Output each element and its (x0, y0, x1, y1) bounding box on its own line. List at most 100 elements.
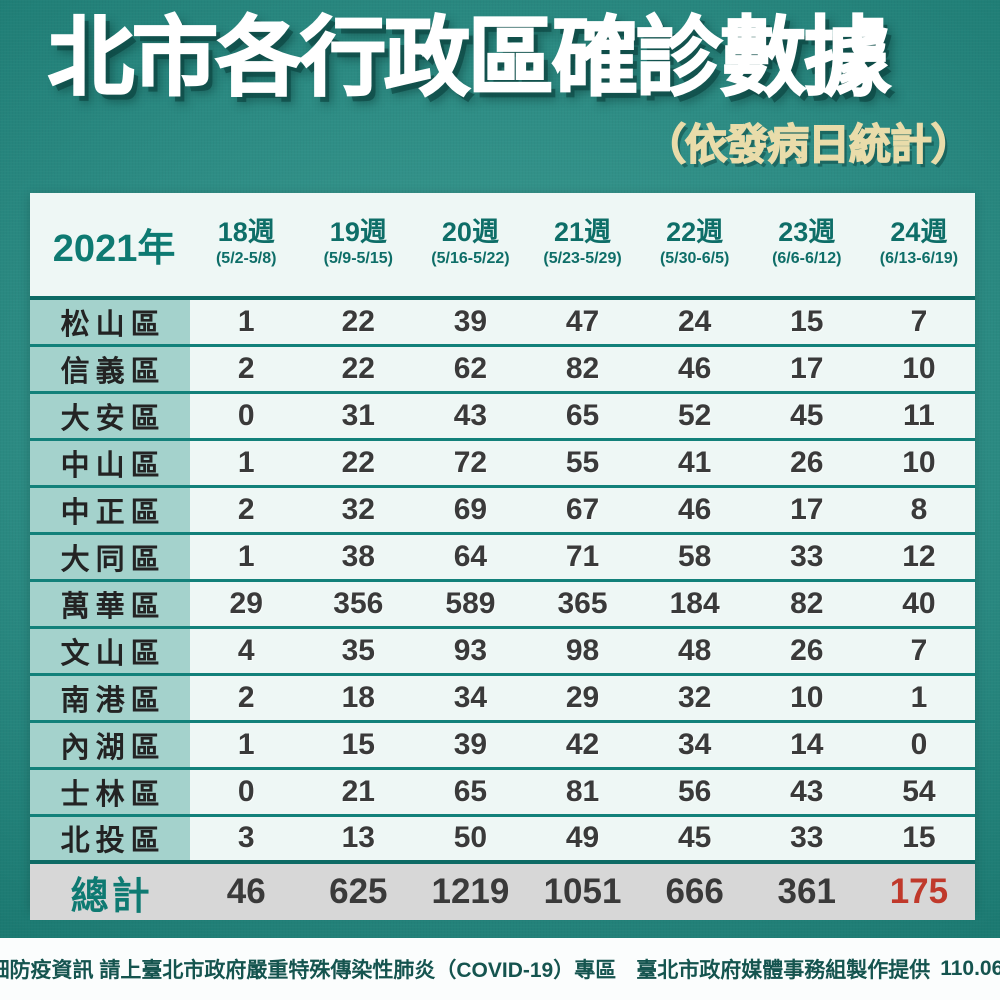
case-count-cell: 82 (750, 578, 863, 627)
case-count-cell: 2 (190, 343, 303, 392)
footer-bar: 詳細防疫資訊 請上臺北市政府嚴重特殊傳染性肺炎（COVID-19）專區 TAIP… (0, 938, 1000, 1000)
week-header-23: 23週 (6/6-6/12) (750, 193, 863, 298)
district-name-cell: 信義區 (30, 343, 191, 392)
total-count-cell: 175 (862, 860, 975, 920)
case-count-cell: 7 (862, 625, 975, 674)
total-row: 總計 46 625 1219 1051 666 361 175 (30, 860, 975, 920)
case-count-cell: 0 (190, 390, 303, 439)
case-count-cell: 10 (750, 672, 863, 721)
year-header: 2021年 (30, 193, 191, 298)
case-count-cell: 46 (638, 484, 751, 533)
case-count-cell: 4 (190, 625, 303, 674)
case-count-cell: 42 (526, 719, 639, 768)
case-count-cell: 3 (190, 813, 303, 862)
case-count-cell: 365 (526, 578, 639, 627)
case-count-cell: 48 (638, 625, 751, 674)
case-count-cell: 45 (750, 390, 863, 439)
case-count-cell: 10 (862, 343, 975, 392)
case-count-cell: 15 (750, 296, 863, 345)
case-count-cell: 589 (414, 578, 527, 627)
total-count-cell: 361 (750, 860, 863, 920)
case-count-cell: 0 (190, 766, 303, 815)
case-count-cell: 18 (302, 672, 415, 721)
case-count-cell: 41 (638, 437, 751, 486)
data-table-panel: 2021年 18週 (5/2-5/8) 19週 (5/9-5/15) 20週 (… (30, 193, 975, 920)
district-name-cell: 松山區 (30, 296, 191, 345)
week-header-24: 24週 (6/13-6/19) (862, 193, 975, 298)
case-count-cell: 64 (414, 531, 527, 580)
case-count-cell: 22 (302, 343, 415, 392)
case-count-cell: 11 (862, 390, 975, 439)
district-name-cell: 大同區 (30, 531, 191, 580)
case-count-cell: 93 (414, 625, 527, 674)
week-name: 22週 (666, 216, 724, 247)
case-count-cell: 1 (190, 296, 303, 345)
total-count-cell: 625 (302, 860, 415, 920)
case-count-cell: 24 (638, 296, 751, 345)
case-count-cell: 2 (190, 484, 303, 533)
case-count-cell: 8 (862, 484, 975, 533)
case-count-cell: 2 (190, 672, 303, 721)
header-row: 2021年 18週 (5/2-5/8) 19週 (5/9-5/15) 20週 (… (30, 193, 975, 298)
week-range: (5/16-5/22) (431, 250, 510, 268)
district-name-cell: 中山區 (30, 437, 191, 486)
case-count-cell: 82 (526, 343, 639, 392)
table-row: 中山區 1 22 72 55 41 26 10 (30, 437, 975, 486)
footer-info-text: 詳細防疫資訊 請上臺北市政府嚴重特殊傳染性肺炎（COVID-19）專區 (0, 959, 617, 982)
case-count-cell: 38 (302, 531, 415, 580)
table-row: 士林區 0 21 65 81 56 43 54 (30, 766, 975, 815)
case-count-cell: 65 (526, 390, 639, 439)
case-count-cell: 14 (750, 719, 863, 768)
case-count-cell: 45 (638, 813, 751, 862)
page-subtitle: （依發病日統計） (643, 121, 974, 168)
week-range: (6/6-6/12) (772, 250, 842, 268)
case-count-cell: 35 (302, 625, 415, 674)
case-count-cell: 33 (750, 531, 863, 580)
case-count-cell: 40 (862, 578, 975, 627)
week-header-18: 18週 (5/2-5/8) (190, 193, 303, 298)
case-count-cell: 29 (526, 672, 639, 721)
table-row: 大安區 0 31 43 65 52 45 11 (30, 390, 975, 439)
case-count-cell: 21 (302, 766, 415, 815)
case-count-cell: 46 (638, 343, 751, 392)
case-count-cell: 17 (750, 484, 863, 533)
case-count-cell: 0 (862, 719, 975, 768)
table-body: 松山區 1 22 39 47 24 15 7 信義區 2 22 62 82 46 17 10 大安區 0 31 43 6… (30, 296, 975, 920)
case-count-cell: 22 (302, 296, 415, 345)
week-name: 20週 (441, 216, 499, 247)
case-count-cell: 1 (190, 531, 303, 580)
case-count-cell: 1 (190, 437, 303, 486)
case-count-cell: 98 (526, 625, 639, 674)
case-count-cell: 49 (526, 813, 639, 862)
case-count-cell: 65 (414, 766, 527, 815)
year-label: 2021年 (52, 228, 176, 270)
case-count-cell: 39 (414, 719, 527, 768)
case-count-cell: 50 (414, 813, 527, 862)
case-count-cell: 10 (862, 437, 975, 486)
district-name-cell: 內湖區 (30, 719, 191, 768)
table-row: 中正區 2 32 69 67 46 17 8 (30, 484, 975, 533)
case-count-cell: 43 (414, 390, 527, 439)
case-count-cell: 13 (302, 813, 415, 862)
case-count-cell: 15 (302, 719, 415, 768)
case-count-cell: 71 (526, 531, 639, 580)
total-label: 總計 (30, 860, 191, 920)
case-count-cell: 31 (302, 390, 415, 439)
case-count-cell: 7 (862, 296, 975, 345)
case-count-cell: 29 (190, 578, 303, 627)
case-count-cell: 26 (750, 625, 863, 674)
case-count-cell: 58 (638, 531, 751, 580)
total-count-cell: 1219 (414, 860, 527, 920)
case-count-cell: 81 (526, 766, 639, 815)
table-row: 內湖區 1 15 39 42 34 14 0 (30, 719, 975, 768)
table-row: 北投區 3 13 50 49 45 33 15 (30, 813, 975, 862)
case-count-cell: 33 (750, 813, 863, 862)
case-count-cell: 34 (414, 672, 527, 721)
case-count-cell: 67 (526, 484, 639, 533)
district-name-cell: 南港區 (30, 672, 191, 721)
case-count-cell: 356 (302, 578, 415, 627)
case-count-cell: 32 (638, 672, 751, 721)
table-row: 南港區 2 18 34 29 32 10 1 (30, 672, 975, 721)
table-row: 大同區 1 38 64 71 58 33 12 (30, 531, 975, 580)
district-name-cell: 中正區 (30, 484, 191, 533)
